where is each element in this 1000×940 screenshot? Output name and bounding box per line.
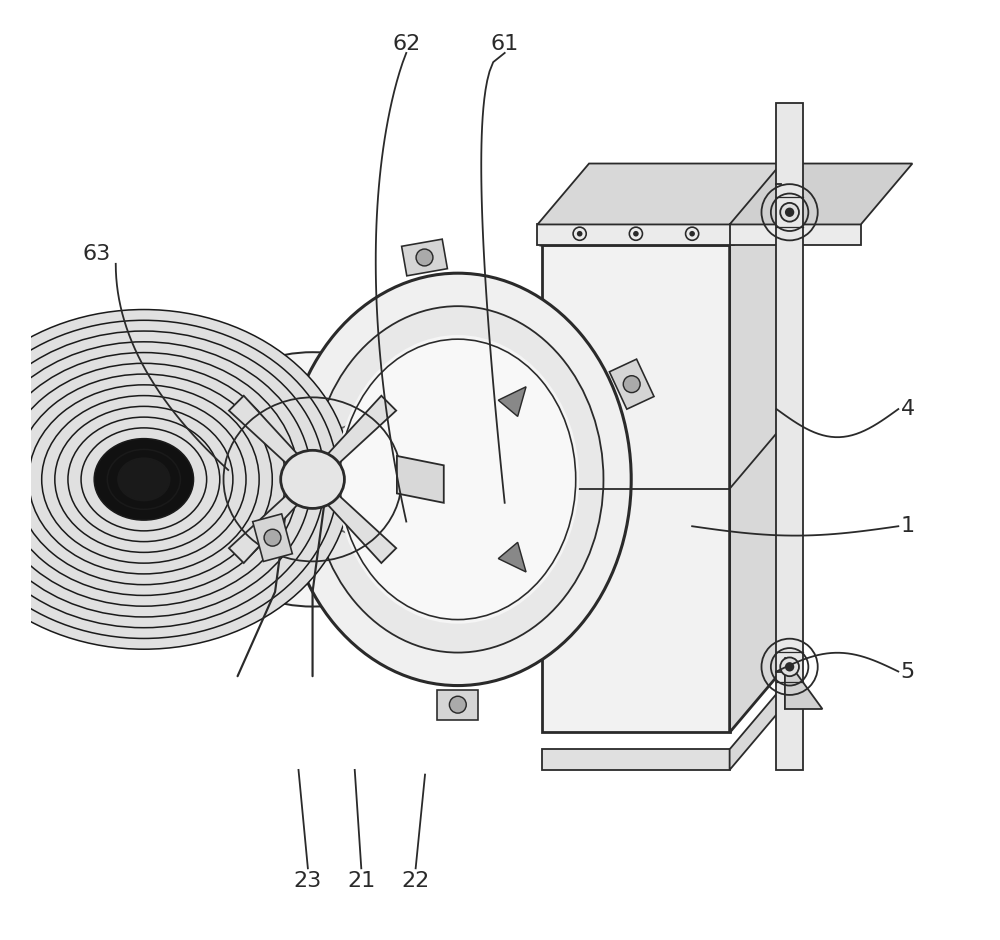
Ellipse shape <box>42 396 246 563</box>
Circle shape <box>780 657 799 676</box>
Circle shape <box>785 208 794 217</box>
Ellipse shape <box>174 352 451 606</box>
Ellipse shape <box>284 274 631 685</box>
Polygon shape <box>229 475 317 563</box>
Polygon shape <box>308 396 396 483</box>
Ellipse shape <box>0 331 325 628</box>
Polygon shape <box>785 657 822 709</box>
Polygon shape <box>397 456 444 503</box>
Circle shape <box>785 662 794 671</box>
Text: 21: 21 <box>347 870 375 890</box>
Ellipse shape <box>107 449 180 509</box>
Ellipse shape <box>118 459 170 500</box>
Ellipse shape <box>0 342 312 617</box>
Polygon shape <box>609 359 654 409</box>
Polygon shape <box>537 164 786 225</box>
Ellipse shape <box>94 439 194 520</box>
Text: 1: 1 <box>901 516 915 536</box>
Polygon shape <box>730 164 912 225</box>
Polygon shape <box>229 396 317 483</box>
Text: 62: 62 <box>392 34 420 54</box>
Polygon shape <box>253 514 292 561</box>
Ellipse shape <box>29 384 259 574</box>
Polygon shape <box>537 225 734 245</box>
Ellipse shape <box>0 309 351 650</box>
Polygon shape <box>542 245 730 732</box>
Text: 4: 4 <box>901 400 915 419</box>
Ellipse shape <box>2 364 285 595</box>
Ellipse shape <box>312 306 603 652</box>
Polygon shape <box>542 749 730 770</box>
Circle shape <box>264 529 281 546</box>
Polygon shape <box>730 225 861 245</box>
Text: 63: 63 <box>83 244 111 264</box>
Polygon shape <box>498 542 526 572</box>
Circle shape <box>633 231 639 237</box>
Ellipse shape <box>336 335 579 624</box>
Text: 5: 5 <box>901 662 915 682</box>
Polygon shape <box>498 386 526 416</box>
Circle shape <box>416 249 433 266</box>
Ellipse shape <box>81 428 207 531</box>
Circle shape <box>449 697 466 713</box>
Polygon shape <box>308 475 396 563</box>
Polygon shape <box>776 102 803 770</box>
Polygon shape <box>437 690 478 720</box>
Text: 22: 22 <box>402 870 430 890</box>
Circle shape <box>780 203 799 222</box>
Ellipse shape <box>281 450 344 509</box>
Ellipse shape <box>15 374 272 585</box>
Text: 23: 23 <box>294 870 322 890</box>
Ellipse shape <box>340 339 576 619</box>
Ellipse shape <box>68 417 220 541</box>
Ellipse shape <box>55 406 233 553</box>
Circle shape <box>689 231 695 237</box>
Polygon shape <box>730 184 781 732</box>
Polygon shape <box>730 688 781 770</box>
Polygon shape <box>542 184 781 245</box>
Circle shape <box>623 376 640 393</box>
Text: 61: 61 <box>491 34 519 54</box>
Ellipse shape <box>0 321 338 638</box>
Ellipse shape <box>0 352 298 606</box>
Circle shape <box>577 231 582 237</box>
Polygon shape <box>402 239 447 275</box>
